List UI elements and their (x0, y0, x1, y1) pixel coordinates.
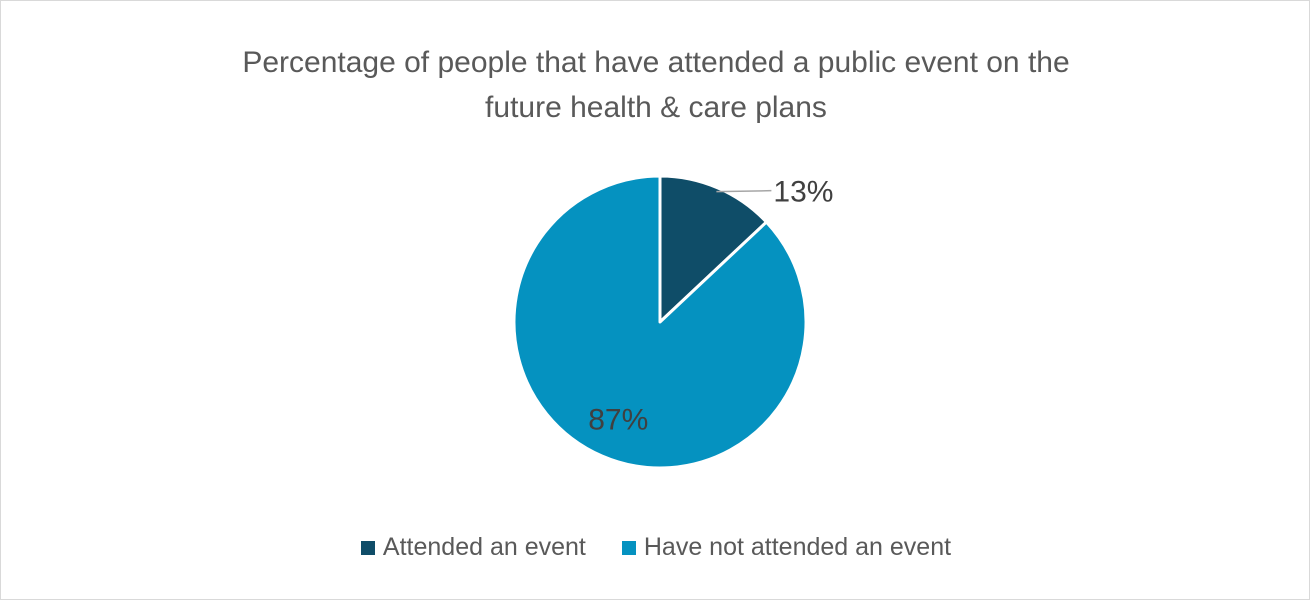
legend-item-not-attended: Have not attended an event (621, 533, 952, 562)
data-label-not-attended: 87% (588, 403, 648, 436)
data-label-attended: 13% (773, 176, 833, 209)
chart-title-line-1: Percentage of people that have attended … (242, 46, 1070, 79)
legend-label-not-attended: Have not attended an event (643, 533, 952, 561)
pie-slice-not-attended (512, 174, 808, 470)
legend-item-attended: Attended an event (360, 533, 586, 562)
data-labels: 13% 87% (588, 176, 833, 437)
pie-slices (512, 174, 808, 470)
chart-title: Percentage of people that have attended … (0, 40, 1312, 130)
legend: Attended an event Have not attended an e… (0, 533, 1312, 562)
chart-title-line-2: future health & care plans (485, 91, 827, 124)
legend-swatch-not-attended (621, 540, 636, 555)
leader-lines (716, 189, 772, 193)
leader-line-attended (716, 189, 772, 193)
legend-label-attended: Attended an event (382, 533, 586, 561)
pie-slice-attended (658, 174, 768, 324)
legend-swatch-attended (360, 540, 375, 555)
